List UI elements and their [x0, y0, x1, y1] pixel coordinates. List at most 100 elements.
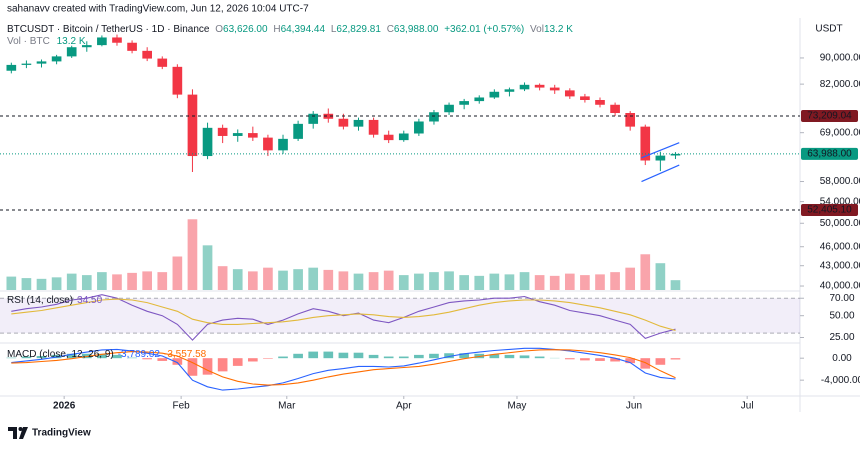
volume-bar	[383, 270, 394, 290]
volume-bar	[670, 280, 681, 290]
candle-body	[278, 138, 288, 151]
volume-bar	[519, 272, 530, 290]
trend-line	[641, 142, 680, 159]
volume-bar	[293, 269, 303, 290]
volume-bar	[97, 272, 107, 290]
volume-bar	[172, 256, 183, 290]
candle-body	[670, 153, 681, 156]
candle-body	[142, 50, 152, 59]
y-tick-label: 70.00	[829, 293, 854, 304]
indicator-line	[11, 349, 676, 386]
candle-body	[338, 118, 349, 127]
macd-histogram-bar	[308, 351, 319, 359]
volume-bar	[278, 270, 288, 290]
volume-bar	[595, 274, 605, 290]
macd-histogram-bar	[383, 356, 394, 359]
macd-histogram-bar	[640, 358, 651, 369]
y-tick-label: 43,000.00	[820, 260, 860, 271]
y-tick-label: 58,000.00	[820, 176, 860, 187]
price-level-tag	[801, 110, 858, 123]
volume-bar	[564, 273, 575, 290]
volume-bar	[459, 275, 469, 290]
logo: TradingView	[8, 427, 91, 439]
ohlc-value: 62,829.81	[336, 24, 381, 35]
volume-bar	[504, 274, 515, 290]
ohlc-value: 64,394.44	[281, 24, 326, 35]
macd-histogram-bar	[534, 356, 545, 359]
trend-line	[641, 164, 680, 183]
volume-bar	[398, 275, 409, 290]
y-tick-label: 0.00	[832, 353, 852, 364]
macd-histogram-bar	[202, 358, 213, 375]
x-tick-label: Jun	[626, 401, 642, 412]
macd-histogram-bar	[353, 352, 364, 359]
volume-bar	[51, 277, 62, 290]
x-tick-label: Feb	[173, 401, 191, 412]
candle-body	[655, 155, 666, 161]
candle-body	[444, 104, 454, 113]
candle-body	[534, 84, 545, 88]
logo-icon	[19, 427, 28, 439]
macd-histogram-bar	[217, 358, 228, 372]
macd-histogram-bar	[610, 358, 620, 362]
candle-body	[414, 121, 424, 134]
volume-bar	[21, 278, 32, 290]
candle-body	[187, 94, 198, 157]
candle-body	[383, 134, 394, 141]
macd-histogram-bar	[232, 358, 243, 366]
volume-bar	[187, 219, 198, 290]
candle-body	[157, 58, 168, 67]
candle-body	[519, 84, 530, 90]
indicator-name: MACD (close, 12, 26, 9)	[7, 349, 114, 360]
volume-bar	[157, 272, 168, 290]
candle-body	[625, 113, 636, 127]
volume-value: 13.2 K	[544, 24, 573, 35]
volume-bar	[353, 273, 364, 290]
volume-bar	[489, 273, 500, 290]
volume-bar	[549, 275, 560, 290]
macd-histogram-bar	[595, 358, 605, 361]
candle-body	[232, 133, 243, 136]
macd-histogram-bar	[112, 354, 122, 359]
ohlc-key: O	[215, 24, 223, 35]
symbol: BTCUSDT · Bitcoin / TetherUS · 1D · Bina…	[7, 24, 210, 35]
candle-body	[217, 127, 228, 136]
macd-histogram-bar	[97, 353, 107, 359]
volume-legend-name: Vol · BTC	[7, 36, 50, 47]
change: +362.01 (+0.57%)	[444, 24, 524, 35]
candle-body	[459, 101, 469, 105]
candle-body	[610, 104, 620, 114]
volume-bar	[6, 276, 17, 290]
candle-body	[549, 87, 560, 91]
x-tick-label: 2026	[53, 401, 76, 412]
volume-bar	[308, 267, 319, 290]
candle-body	[36, 61, 47, 64]
candle-body	[353, 119, 364, 127]
volume-bar	[323, 269, 334, 290]
macd-histogram-bar	[670, 358, 681, 360]
volume-bar	[338, 271, 349, 290]
candle-body	[6, 64, 17, 71]
macd-histogram-bar	[459, 353, 469, 359]
volume-bar	[655, 263, 666, 290]
candle-body	[580, 96, 590, 101]
ohlc-value: 63,988.00	[394, 24, 439, 35]
volume-bar	[534, 275, 545, 290]
volume-legend-value: 13.2 K	[57, 36, 86, 47]
price-level-label: 73,209.04	[807, 111, 852, 122]
indicator-value: -3,789.02	[118, 349, 161, 360]
candle-body	[248, 133, 258, 138]
x-tick-label: Jul	[741, 401, 754, 412]
x-tick-label: Mar	[278, 401, 296, 412]
indicator-value: 34.50	[77, 295, 102, 306]
y-tick-label: 90,000.00	[820, 53, 860, 64]
y-tick-label: -4,000.00	[821, 375, 860, 386]
candle-body	[112, 37, 122, 43]
y-tick-label: 69,000.00	[820, 127, 860, 138]
x-tick-label: May	[508, 401, 527, 412]
macd-histogram-bar	[519, 355, 530, 359]
macd-histogram-bar	[172, 358, 183, 365]
ohlc-key: L	[331, 24, 337, 35]
macd-histogram-bar	[36, 355, 47, 359]
